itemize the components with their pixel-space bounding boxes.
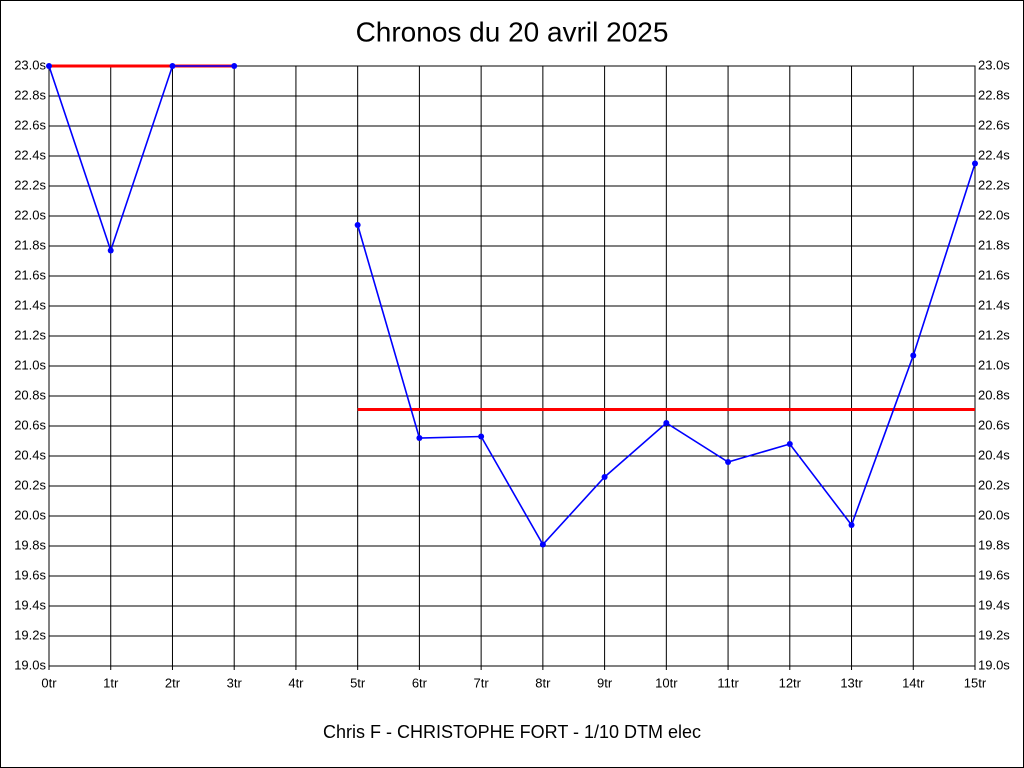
y2-tick-label: 23.0s [978,57,1010,72]
x-tick-label: 6tr [412,675,428,690]
y2-tick-label: 22.6s [978,117,1010,132]
y-tick-label: 19.2s [14,627,46,642]
data-point [848,522,855,528]
y-tick-label: 20.2s [14,477,46,492]
y-tick-label: 20.4s [14,447,46,462]
y-tick-label: 19.4s [14,597,46,612]
y-tick-label: 20.0s [14,507,46,522]
y-tick-label: 22.8s [14,87,46,102]
chart-title: Chronos du 20 avril 2025 [356,16,669,47]
y-tick-label: 23.0s [14,57,46,72]
y-tick-label: 19.6s [14,567,46,582]
x-tick-label: 5tr [350,675,366,690]
y2-tick-label: 20.8s [978,387,1010,402]
x-tick-label: 10tr [655,675,678,690]
y-tick-label: 20.6s [14,417,46,432]
y-tick-label: 21.2s [14,327,46,342]
y2-tick-label: 22.8s [978,87,1010,102]
data-point [478,433,485,440]
y2-tick-label: 20.6s [978,417,1010,432]
data-point [231,63,238,69]
y-tick-label: 22.6s [14,117,46,132]
y-tick-label: 21.0s [14,357,46,372]
y2-tick-label: 21.6s [978,267,1010,282]
x-tick-label: 3tr [227,675,243,690]
x-tick-label: 0tr [41,675,57,690]
x-tick-label: 4tr [288,675,304,690]
x-tick-label: 7tr [474,675,490,690]
data-point [972,160,978,167]
y2-tick-label: 21.8s [978,237,1010,252]
x-tick-label: 13tr [840,675,863,690]
x-tick-label: 14tr [902,675,925,690]
y2-tick-label: 19.6s [978,567,1010,582]
y2-tick-label: 19.4s [978,597,1010,612]
data-point [539,541,546,548]
y-tick-label: 21.8s [14,237,46,252]
y-tick-label: 21.6s [14,267,46,282]
y2-tick-label: 21.0s [978,357,1010,372]
data-point [786,441,793,447]
x-tick-label: 1tr [103,675,119,690]
y2-tick-label: 21.2s [978,327,1010,342]
x-tick-label: 9tr [597,675,613,690]
series-line [48,65,235,254]
y2-tick-label: 20.2s [978,477,1010,492]
data-point [725,459,732,465]
data-point [910,352,917,359]
y2-tick-label: 21.4s [978,297,1010,312]
data-point [46,63,52,69]
y-tick-label: 22.0s [14,207,46,222]
y-tick-label: 22.4s [14,147,46,162]
x-tick-label: 11tr [717,675,739,690]
data-point [663,420,670,426]
y2-tick-label: 22.4s [978,147,1010,162]
data-point [354,222,361,228]
y2-tick-label: 22.0s [978,207,1010,222]
x-tick-label: 2tr [165,675,181,690]
x-tick-label: 8tr [535,675,551,690]
y-tick-label: 21.4s [14,297,46,312]
y2-tick-label: 19.0s [978,657,1010,672]
y2-tick-label: 22.2s [978,177,1010,192]
data-point [601,474,608,480]
y-tick-label: 22.2s [14,177,46,192]
x-tick-label: 15tr [964,675,987,690]
data-point [169,63,176,69]
x-axis-label: Chris F - CHRISTOPHE FORT - 1/10 DTM ele… [323,722,701,742]
y-tick-label: 19.8s [14,537,46,552]
y2-tick-label: 20.4s [978,447,1010,462]
y-tick-label: 20.8s [14,387,46,402]
x-tick-label: 12tr [779,675,802,690]
y2-tick-label: 19.2s [978,627,1010,642]
data-point [416,435,423,441]
y2-tick-label: 19.8s [978,537,1010,552]
data-point [107,247,114,254]
y2-tick-label: 20.0s [978,507,1010,522]
y-tick-label: 19.0s [14,657,46,672]
